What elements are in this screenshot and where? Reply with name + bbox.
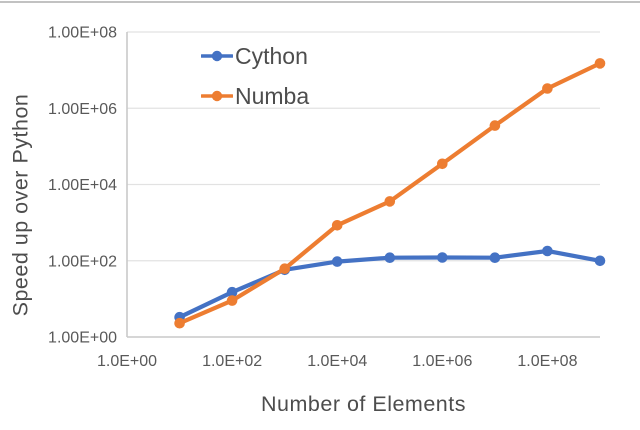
series-point-cython <box>489 252 501 263</box>
legend-label-numba: Numba <box>235 83 310 109</box>
y-tick-label: 1.00E+00 <box>48 330 117 347</box>
legend-item-numba: Numba <box>201 82 309 110</box>
series-point-cython <box>384 252 396 263</box>
x-tick-label: 1.0E+00 <box>97 353 157 370</box>
x-tick-label: 1.0E+06 <box>412 353 472 370</box>
series-point-cython <box>594 255 606 267</box>
y-tick-label: 1.00E+08 <box>48 25 117 42</box>
series-point-numba <box>331 220 343 231</box>
y-tick-label: 1.00E+02 <box>48 253 117 270</box>
cython-legend-marker-icon <box>201 50 233 62</box>
x-tick-label: 1.0E+02 <box>202 353 262 370</box>
series-point-cython <box>437 252 448 263</box>
y-tick-label: 1.00E+04 <box>48 177 117 194</box>
series-point-numba <box>489 120 501 131</box>
chart-legend: Cython Numba <box>201 42 309 110</box>
legend-label-cython: Cython <box>235 43 308 69</box>
series-point-numba <box>384 196 396 207</box>
top-border-line <box>0 1 640 3</box>
y-tick-label: 1.00E+06 <box>48 101 117 118</box>
series-point-numba <box>174 317 185 329</box>
x-tick-label: 1.0E+04 <box>307 353 367 370</box>
numba-legend-marker-icon <box>201 90 233 102</box>
x-tick-label: 1.0E+08 <box>517 353 577 370</box>
series-point-numba <box>437 158 448 170</box>
series-point-cython <box>542 245 553 257</box>
legend-item-cython: Cython <box>201 42 309 70</box>
series-point-cython <box>331 256 343 267</box>
y-axis-title: Speed up over Python <box>8 93 33 317</box>
series-point-numba <box>542 83 553 94</box>
x-axis-title: Number of Elements <box>261 392 466 416</box>
series-point-numba <box>279 263 291 275</box>
series-point-numba <box>594 58 606 69</box>
series-point-numba <box>226 295 238 306</box>
series-point-cython <box>226 286 238 298</box>
